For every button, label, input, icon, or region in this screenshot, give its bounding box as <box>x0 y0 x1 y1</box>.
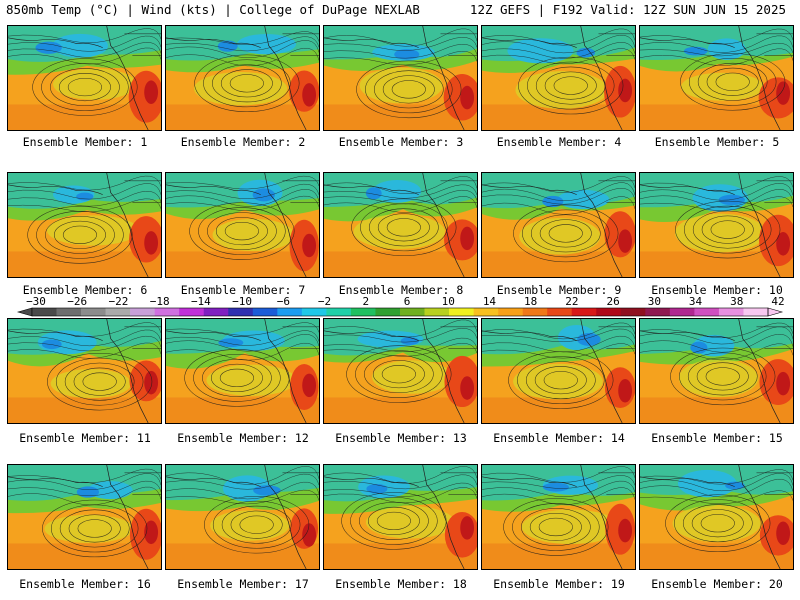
ensemble-map-panel <box>7 25 162 131</box>
ensemble-member-caption: Ensemble Member: 10 <box>651 283 783 297</box>
colorbar-tick-label: 2 <box>362 296 369 308</box>
ensemble-map-panel <box>165 464 320 570</box>
colorbar-left-arrow <box>16 307 33 317</box>
ensemble-member-caption: Ensemble Member: 19 <box>493 577 625 591</box>
ensemble-member-caption: Ensemble Member: 4 <box>496 135 622 149</box>
ensemble-member-caption: Ensemble Member: 1 <box>22 135 148 149</box>
colorbar-tick-label: 30 <box>648 296 661 308</box>
colorbar-swatch <box>522 308 548 316</box>
ensemble-member-caption: Ensemble Member: 14 <box>493 431 625 445</box>
ensemble-member-caption: Ensemble Member: 5 <box>654 135 780 149</box>
ensemble-map-panel <box>323 25 478 131</box>
model-run-valid-time: 12Z GEFS | F192 Valid: 12Z SUN JUN 15 20… <box>469 2 786 17</box>
colorbar-swatch <box>252 308 278 316</box>
colorbar-swatch <box>203 308 229 316</box>
temperature-colorbar: −30 −26 −22 −18 −14 −10 −6 −2 2 6 10 14 18 22 26 30 34 38… <box>16 296 785 317</box>
ensemble-member-caption: Ensemble Member: 18 <box>335 577 467 591</box>
ensemble-map-panel <box>165 172 320 278</box>
colorbar-tick-label: 18 <box>524 296 537 308</box>
ensemble-map-panel <box>639 25 794 131</box>
colorbar-swatch <box>154 308 180 316</box>
colorbar-swatch <box>498 308 523 316</box>
ensemble-map-panel <box>481 318 636 424</box>
colorbar-tick-label: 34 <box>689 296 703 308</box>
ensemble-map-panel <box>323 172 478 278</box>
map-title: 850mb Temp (°C) | Wind (kts) | College o… <box>6 2 420 17</box>
ensemble-map-panel <box>165 25 320 131</box>
colorbar-tick-label: −18 <box>150 296 170 308</box>
ensemble-map-panel <box>165 318 320 424</box>
colorbar-tick-label: −22 <box>109 296 129 308</box>
colorbar-swatch <box>449 308 474 316</box>
ensemble-member-caption: Ensemble Member: 2 <box>180 135 306 149</box>
ensemble-member-caption: Ensemble Member: 8 <box>338 283 464 297</box>
ensemble-map-panel <box>7 172 162 278</box>
colorbar-tick-label: −30 <box>26 296 46 308</box>
colorbar-swatch <box>596 308 622 316</box>
colorbar-swatch <box>571 308 597 316</box>
ensemble-member-caption: Ensemble Member: 17 <box>177 577 309 591</box>
ensemble-map-panel <box>7 464 162 570</box>
colorbar-tick-label: 6 <box>404 296 411 308</box>
colorbar-swatch <box>277 308 303 316</box>
colorbar-swatch <box>473 308 499 316</box>
colorbar-swatch <box>645 308 671 316</box>
colorbar-swatch <box>81 308 106 316</box>
colorbar-swatch <box>694 308 720 316</box>
colorbar-swatch <box>130 308 155 316</box>
colorbar-swatch <box>400 308 425 316</box>
colorbar-swatch <box>32 308 57 316</box>
colorbar-tick-label: 26 <box>606 296 619 308</box>
colorbar-tick-label: −10 <box>232 296 252 308</box>
colorbar-tick-label: −2 <box>318 296 331 308</box>
colorbar-swatch <box>326 308 352 316</box>
ensemble-member-caption: Ensemble Member: 16 <box>19 577 151 591</box>
colorbar-tick-label: −26 <box>67 296 87 308</box>
ensemble-map-panel <box>639 318 794 424</box>
colorbar-swatch <box>743 308 769 316</box>
colorbar-swatch <box>105 308 131 316</box>
ensemble-member-caption: Ensemble Member: 20 <box>651 577 783 591</box>
ensemble-map-panel <box>481 172 636 278</box>
colorbar-tick-label: 42 <box>771 296 784 308</box>
colorbar-swatch <box>228 308 254 316</box>
colorbar-swatch <box>547 308 573 316</box>
ensemble-map-panel <box>7 318 162 424</box>
colorbar-swatch <box>179 308 205 316</box>
ensemble-member-caption: Ensemble Member: 3 <box>338 135 464 149</box>
colorbar-tick-label: 38 <box>730 296 743 308</box>
colorbar-tick-label: 10 <box>442 296 455 308</box>
colorbar-swatch <box>424 308 450 316</box>
ensemble-map-panel <box>481 464 636 570</box>
ensemble-member-caption: Ensemble Member: 15 <box>651 431 783 445</box>
ensemble-map-panel <box>639 464 794 570</box>
ensemble-member-caption: Ensemble Member: 7 <box>180 283 306 297</box>
colorbar-swatch <box>375 308 401 316</box>
colorbar-swatch <box>350 308 376 316</box>
ensemble-member-caption: Ensemble Member: 9 <box>496 283 622 297</box>
colorbar-swatch <box>718 308 744 316</box>
colorbar-swatch <box>301 308 327 316</box>
ensemble-member-caption: Ensemble Member: 13 <box>335 431 467 445</box>
ensemble-member-caption: Ensemble Member: 6 <box>22 283 148 297</box>
colorbar-swatch <box>669 308 695 316</box>
colorbar-tick-label: 22 <box>565 296 578 308</box>
ensemble-member-caption: Ensemble Member: 12 <box>177 431 309 445</box>
ensemble-map-panel <box>323 464 478 570</box>
colorbar-tick-label: −6 <box>277 296 290 308</box>
colorbar-right-arrow <box>767 307 784 317</box>
colorbar-tick-label: −14 <box>191 296 211 308</box>
ensemble-map-panel <box>481 25 636 131</box>
ensemble-map-panel <box>639 172 794 278</box>
colorbar-tick-label: 14 <box>483 296 497 308</box>
colorbar-swatch <box>620 308 646 316</box>
ensemble-member-caption: Ensemble Member: 11 <box>19 431 151 445</box>
colorbar-swatch <box>56 308 82 316</box>
ensemble-map-panel <box>323 318 478 424</box>
